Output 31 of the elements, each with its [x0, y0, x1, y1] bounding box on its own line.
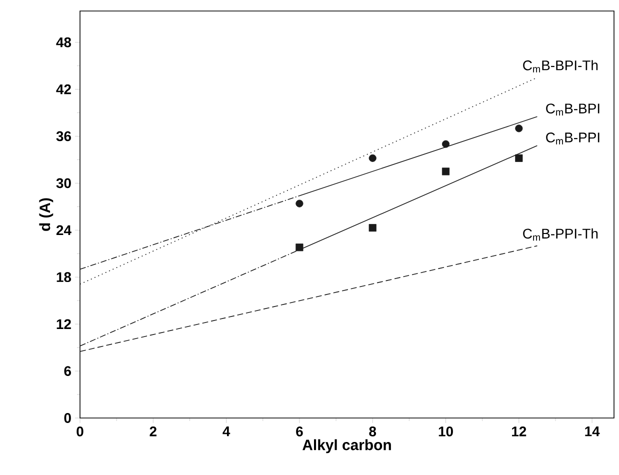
series-label: C$_{m}$B-BPI [546, 104, 600, 116]
point [296, 200, 304, 208]
y-tick-label: 36 [56, 131, 71, 142]
x-tick-label: 8 [369, 426, 376, 436]
point [296, 244, 304, 252]
x-tick-label: 14 [585, 426, 600, 436]
y-tick-label: 30 [56, 178, 71, 188]
point [368, 224, 376, 232]
x-tick-label: 4 [222, 426, 230, 436]
y-tick-label: 12 [56, 319, 71, 329]
series-label: C$_{m}$B-PPI-Th [523, 228, 598, 241]
y-tick-label: 0 [64, 413, 71, 423]
y-tick-label: 6 [64, 366, 71, 376]
y-tick-label: 24 [56, 225, 72, 236]
y-axis-title: d (A) [39, 198, 54, 231]
x-tick-label: 2 [150, 426, 156, 436]
x-tick-label: 0 [76, 426, 84, 436]
x-tick-label: 6 [296, 426, 303, 436]
y-tick-label: 42 [56, 84, 71, 94]
y-tick-label: 48 [56, 37, 72, 48]
point [515, 154, 523, 162]
x-tick-label: 10 [438, 426, 453, 436]
series-label: C$_{m}$B-BPI-Th [523, 60, 598, 72]
point [442, 140, 450, 148]
point [515, 124, 523, 132]
x-axis-title: Alkyl carbon [302, 439, 391, 454]
point [442, 168, 450, 176]
point [368, 154, 376, 162]
series-label: C$_{m}$B-PPI [546, 132, 600, 144]
y-tick-label: 18 [56, 272, 72, 282]
x-tick-label: 12 [512, 426, 526, 436]
